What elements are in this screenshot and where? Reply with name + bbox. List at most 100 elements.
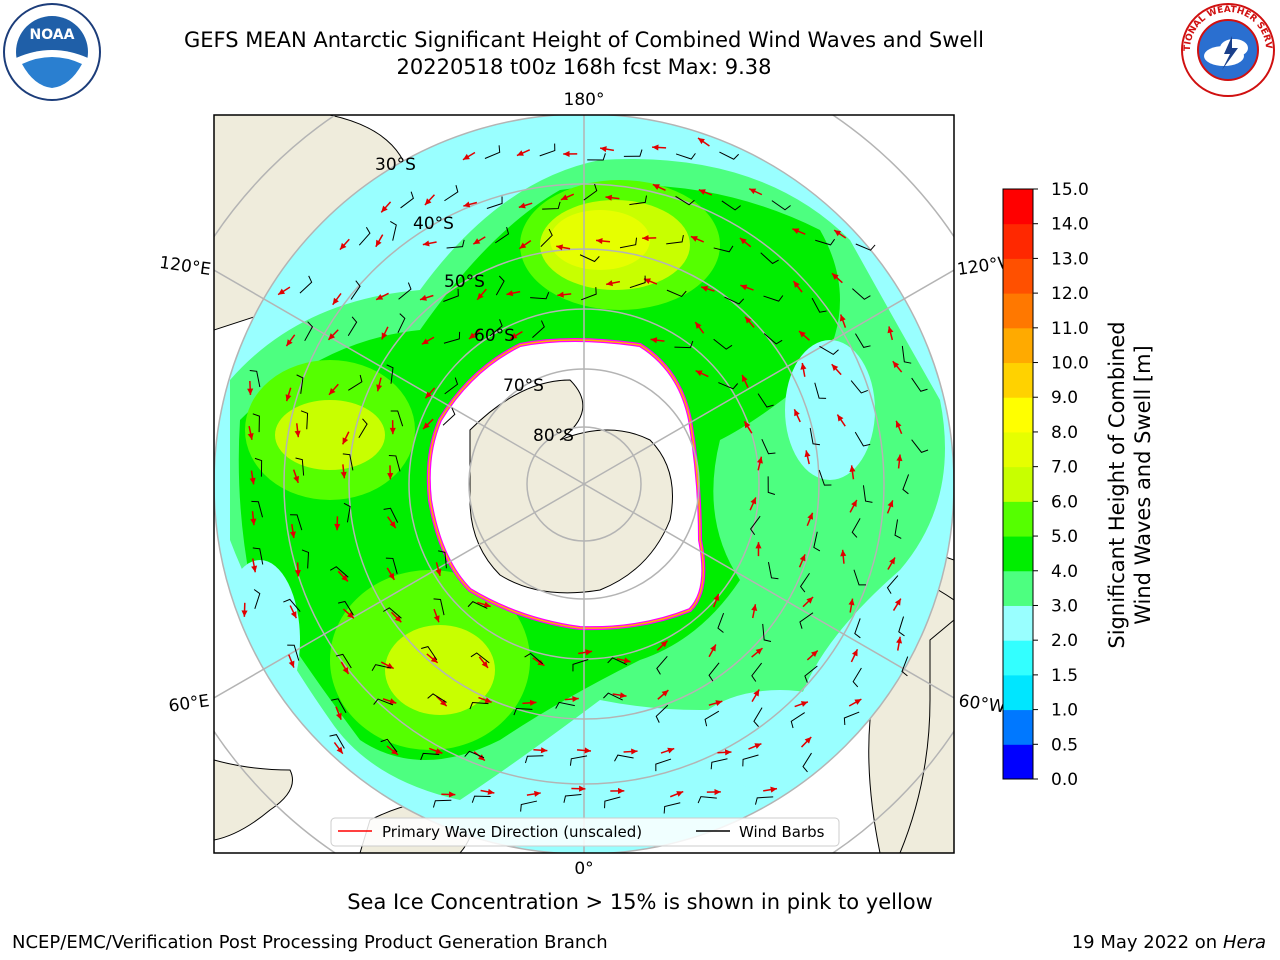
wave-arrow-head [676, 791, 684, 797]
colorbar-tick-label: 1.0 [1051, 701, 1078, 721]
wind-barb [542, 201, 561, 210]
wind-barb [398, 282, 412, 300]
wind-barb [761, 438, 776, 455]
wind-barb [697, 796, 717, 804]
wave-arrow-head [584, 747, 591, 754]
wave-arrow-head [387, 472, 394, 480]
wind-barb [763, 295, 784, 302]
wind-barb [854, 618, 861, 639]
wind-barb [569, 755, 588, 766]
wave-arrow-head [806, 597, 814, 604]
map-frame [213, 114, 955, 854]
wind-barb [383, 607, 402, 619]
wind-barb [254, 457, 263, 477]
wave-arrow-head [534, 790, 541, 797]
wave-arrow-head [619, 692, 627, 699]
wind-barb [469, 702, 489, 710]
wave-arrow-head [440, 699, 447, 707]
wind-barb [290, 514, 303, 531]
noaa-logo-text: NOAA [30, 27, 75, 43]
wind-barb [421, 646, 438, 661]
wave-arrow-head [697, 137, 705, 145]
wind-barb [252, 413, 260, 433]
wind-barb [850, 380, 868, 394]
wave-arrow-head [840, 549, 847, 557]
colorbar-tick-label: 0.5 [1051, 735, 1078, 755]
wave-arrow-head [714, 788, 721, 796]
wave-arrow-head [755, 542, 762, 549]
lon-label-180: 180° [564, 90, 605, 110]
wave-arrow-head [519, 242, 527, 249]
wind-barb [911, 439, 929, 453]
wave-arrow-head [643, 278, 651, 285]
wind-barb [532, 320, 545, 339]
wind-barb [767, 562, 779, 580]
colorbar-segment [1003, 189, 1033, 225]
wind-barb [704, 710, 720, 727]
wind-barb [663, 802, 681, 814]
wind-barb [446, 239, 465, 249]
colorbar-segment [1003, 709, 1033, 745]
wind-barb [343, 502, 351, 523]
wind-barb [799, 612, 814, 629]
wave-arrow-head [421, 338, 429, 345]
nws-logo: NATIONAL WEATHER SERVICE [1180, 2, 1275, 97]
colorbar-tick-label: 1.5 [1051, 666, 1078, 686]
wind-barb [444, 185, 459, 202]
wind-barb [520, 800, 538, 812]
wave-arrow-head [278, 288, 286, 295]
wind-barb [572, 659, 589, 672]
footer-branch: NCEP/EMC/Verification Post Processing Pr… [12, 932, 608, 953]
colorbar-tick-label: 15.0 [1051, 180, 1089, 200]
wind-barb [603, 692, 623, 701]
wind-barb [655, 704, 669, 723]
colorbar-segment [1003, 744, 1033, 780]
wave-arrow-head [336, 712, 342, 720]
wind-barb [390, 220, 397, 241]
wind-barb [754, 796, 774, 805]
wind-barb [629, 275, 646, 289]
wave-arrow-head [381, 205, 388, 213]
wave-arrow-head [247, 388, 254, 395]
wind-barb [814, 382, 827, 399]
wind-barb [253, 589, 261, 609]
wave-arrow-head [516, 150, 524, 156]
wind-barb [329, 566, 349, 578]
wind-barb [819, 345, 839, 355]
wave-arrow-head [837, 414, 844, 422]
wind-barb [717, 612, 725, 633]
wind-barb [818, 469, 832, 486]
wind-barb [371, 664, 392, 671]
wave-arrow-head [895, 420, 902, 428]
colorbar-segment [1003, 258, 1033, 294]
wave-arrow-head [376, 294, 384, 300]
colorbar-segment [1003, 570, 1033, 606]
wind-barb [604, 796, 621, 809]
wave-arrow-head [334, 523, 341, 531]
wind-barb [675, 195, 695, 206]
wind-barb [898, 616, 905, 637]
wind-barb [299, 275, 313, 294]
wave-arrow-head [715, 700, 723, 706]
wind-barb [851, 518, 861, 538]
wave-arrow-head [744, 421, 751, 429]
wind-barb [251, 500, 264, 518]
wind-barb [464, 750, 485, 759]
wave-arrow-head [793, 281, 800, 288]
wave-arrow-head [770, 786, 778, 793]
noaa-logo: NOAA [3, 3, 101, 101]
wave-arrow-head [468, 332, 476, 339]
wave-arrow-head [341, 574, 348, 582]
wave-arrow-head [473, 238, 481, 245]
lon-label-60e: 60°E [167, 691, 210, 716]
wind-barb [852, 288, 871, 300]
wave-arrow-head [389, 698, 397, 705]
wave-arrow-head [799, 331, 806, 338]
wind-barb [513, 707, 533, 716]
wind-barb [855, 243, 876, 251]
wave-arrow-head [695, 370, 703, 377]
wind-barb [802, 752, 812, 773]
wind-barb [484, 145, 501, 159]
wave-arrow-head [336, 746, 343, 754]
